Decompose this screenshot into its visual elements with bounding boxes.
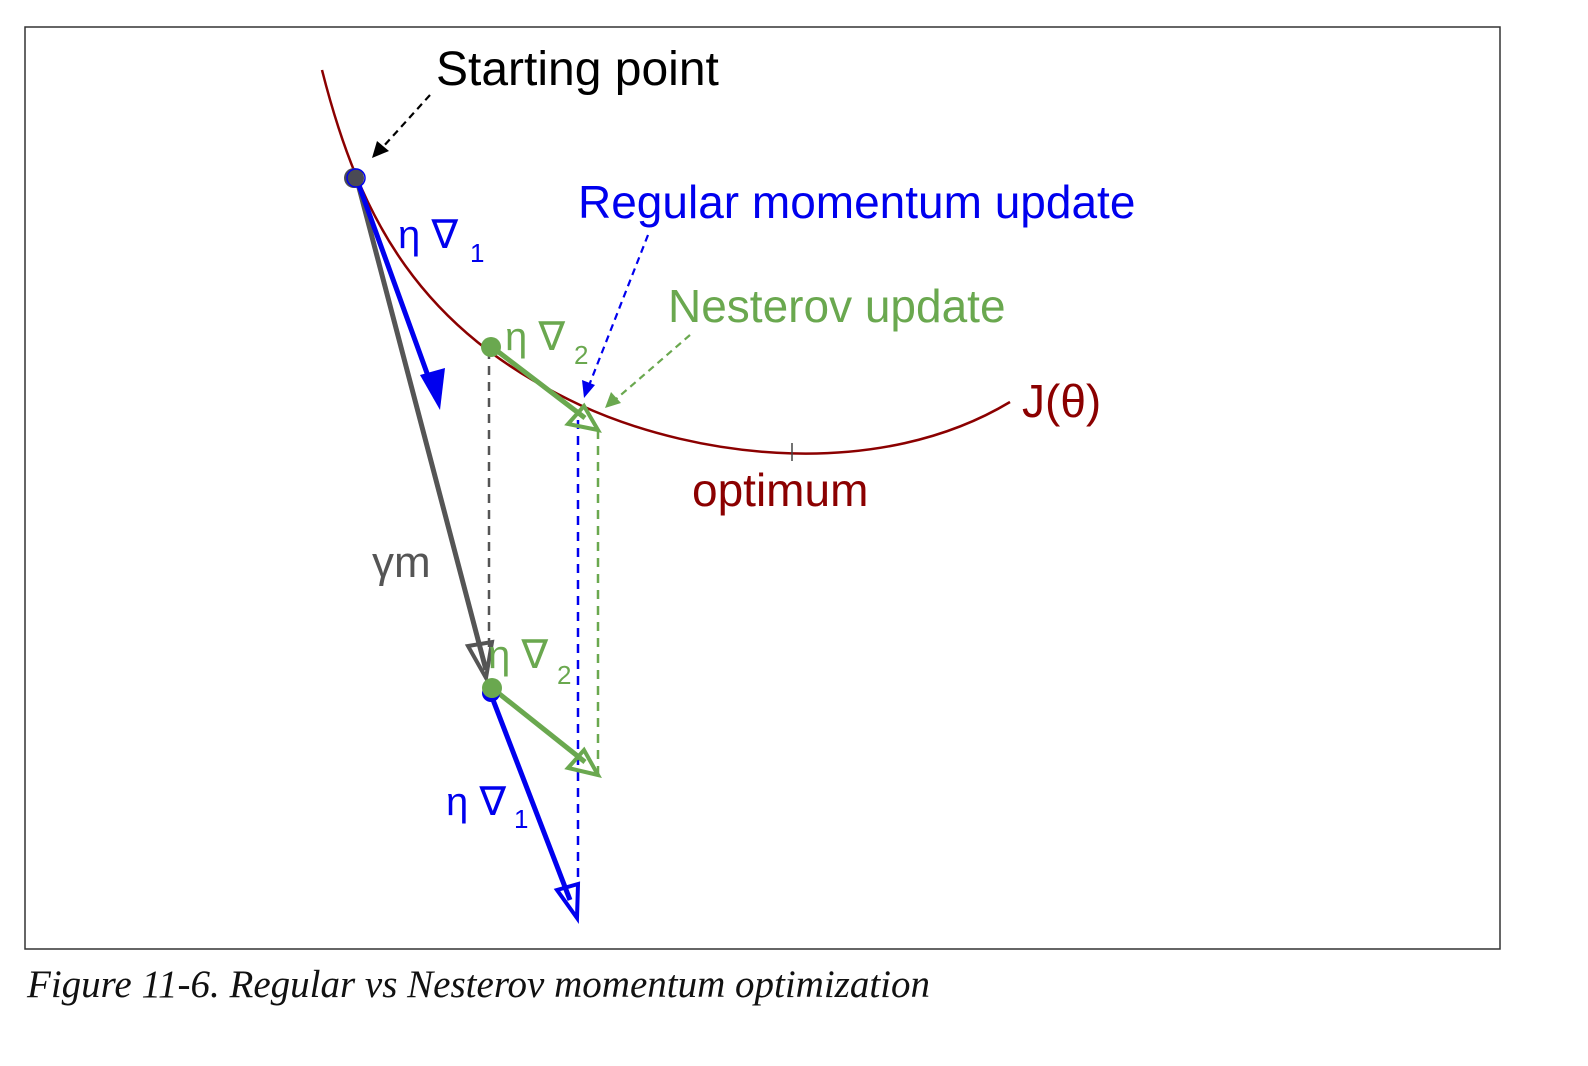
momentum-arrow (354, 179, 489, 671)
eta-nabla-2-upper-label: η ∇ (505, 315, 565, 359)
gradient-step-1-upper (354, 179, 439, 399)
eta-nabla-1-lower-sub: 1 (514, 804, 528, 834)
nesterov-gradient-upper-head (564, 402, 602, 433)
gradient-step-1-lower-head (553, 881, 581, 924)
start-point-rim (346, 168, 366, 188)
eta-nabla-2-lower-sub: 2 (557, 660, 571, 690)
eta-nabla-1-upper-sub: 1 (470, 238, 484, 268)
starting-point-pointer-head (372, 141, 389, 158)
cost-function-label: J(θ) (1022, 375, 1101, 427)
nesterov-gradient-lower (490, 686, 587, 764)
gradient-step-1-lower (487, 691, 573, 901)
eta-nabla-1-upper-label: η ∇ (398, 213, 458, 257)
nesterov-update-label: Nesterov update (668, 280, 1006, 332)
cost-curve (320, 69, 1011, 455)
nesterov-update-pointer (614, 334, 691, 401)
nesterov-gradient-lower-head (564, 746, 602, 778)
regular-update-pointer (586, 234, 650, 389)
nesterov-next-point (482, 678, 502, 698)
momentum-arrow-head (464, 639, 495, 684)
eta-nabla-2-lower-label: η ∇ (488, 633, 548, 677)
optimum-label: optimum (692, 464, 868, 516)
momentum-label: γm (372, 538, 431, 587)
regular-update-label: Regular momentum update (578, 176, 1135, 228)
regular-update-pointer-head (582, 380, 595, 398)
eta-nabla-1-lower-label: η ∇ (446, 780, 506, 824)
gradient-step-1-upper-head (420, 368, 445, 410)
diagram-frame (24, 26, 1501, 950)
nesterov-update-pointer-head (605, 392, 621, 408)
figure-caption: Figure 11-6. Regular vs Nesterov momentu… (27, 963, 931, 1006)
lookahead-point (481, 337, 501, 357)
eta-nabla-2-upper-sub: 2 (574, 340, 588, 370)
nesterov-gradient-upper (490, 345, 587, 420)
starting-point-label: Starting point (436, 43, 719, 96)
